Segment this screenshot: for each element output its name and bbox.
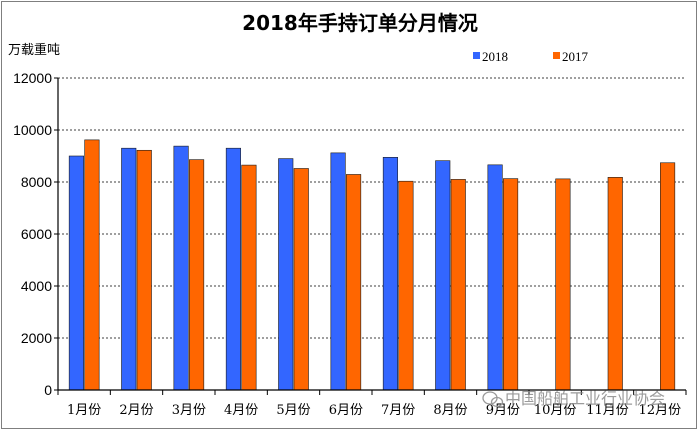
- y-axis-unit: 万载重吨: [8, 42, 60, 58]
- chart-title: 2018年手持订单分月情况: [242, 11, 478, 35]
- bar-2018-1: [68, 155, 84, 391]
- bar-2018-2: [121, 147, 137, 391]
- x-tick-label: 8月份: [433, 403, 467, 418]
- legend-swatch-2017: [553, 52, 560, 59]
- legend-swatch-2018: [473, 52, 480, 59]
- legend-label-2018: 2018: [482, 49, 508, 64]
- bar-2017-1: [84, 139, 100, 391]
- bar-2018-7: [382, 157, 398, 391]
- y-tick-label: 4000: [21, 278, 52, 294]
- x-tick-label: 6月份: [329, 403, 363, 418]
- x-tick-label: 11月份: [586, 403, 629, 418]
- bar-2017-5: [293, 168, 309, 391]
- x-axis-ticks: 1月份 2月份 3月份 4月份 5月份 6月份 7月份 8月份 9月份 10月份 11月份 12月份: [57, 390, 687, 418]
- y-tick-label: 0: [44, 382, 52, 398]
- x-tick-label: 1月份: [67, 403, 101, 418]
- bar-2018-9: [487, 164, 503, 391]
- bar-2018-4: [225, 147, 241, 391]
- watermark: 中国船舶工业行业协会: [482, 389, 665, 408]
- watermark-text: 中国船舶工业行业协会: [505, 389, 665, 408]
- bar-2018-8: [435, 160, 451, 391]
- bar-2017-2: [136, 149, 152, 391]
- bar-2017-10: [555, 178, 571, 391]
- bar-2017-6: [346, 174, 362, 391]
- x-tick-label: 3月份: [172, 403, 206, 418]
- bar-2017-12: [660, 162, 676, 391]
- x-tick-label: 12月份: [639, 403, 682, 418]
- y-tick-label: 6000: [21, 226, 52, 242]
- bar-2018-6: [330, 152, 346, 391]
- y-tick-label: 8000: [21, 174, 52, 190]
- bar-2017-9: [503, 178, 519, 391]
- y-tick-label: 10000: [13, 122, 52, 138]
- bar-2017-7: [398, 180, 414, 391]
- bar-2017-8: [450, 179, 466, 391]
- x-tick-label: 10月份: [534, 403, 577, 418]
- bar-2018-3: [173, 145, 189, 391]
- y-tick-label: 12000: [13, 70, 52, 86]
- bar-2018-5: [278, 158, 294, 391]
- x-tick-label: 2月份: [119, 403, 153, 418]
- y-axis-ticks: 0 2000 4000 6000 8000 10000 12000: [13, 70, 58, 398]
- bar-2017-4: [241, 164, 257, 391]
- y-tick-label: 2000: [21, 330, 52, 346]
- bar-2017-11: [607, 177, 623, 391]
- x-tick-label: 7月份: [381, 403, 415, 418]
- bars: [68, 139, 676, 391]
- bar-2017-3: [189, 159, 205, 391]
- legend: 2018 2017: [473, 49, 589, 64]
- x-tick-label: 5月份: [276, 403, 310, 418]
- wechat-icon: [482, 391, 504, 408]
- legend-label-2017: 2017: [562, 49, 589, 64]
- x-tick-label: 9月份: [486, 403, 520, 418]
- gridlines: [58, 77, 686, 339]
- x-tick-label: 4月份: [224, 403, 258, 418]
